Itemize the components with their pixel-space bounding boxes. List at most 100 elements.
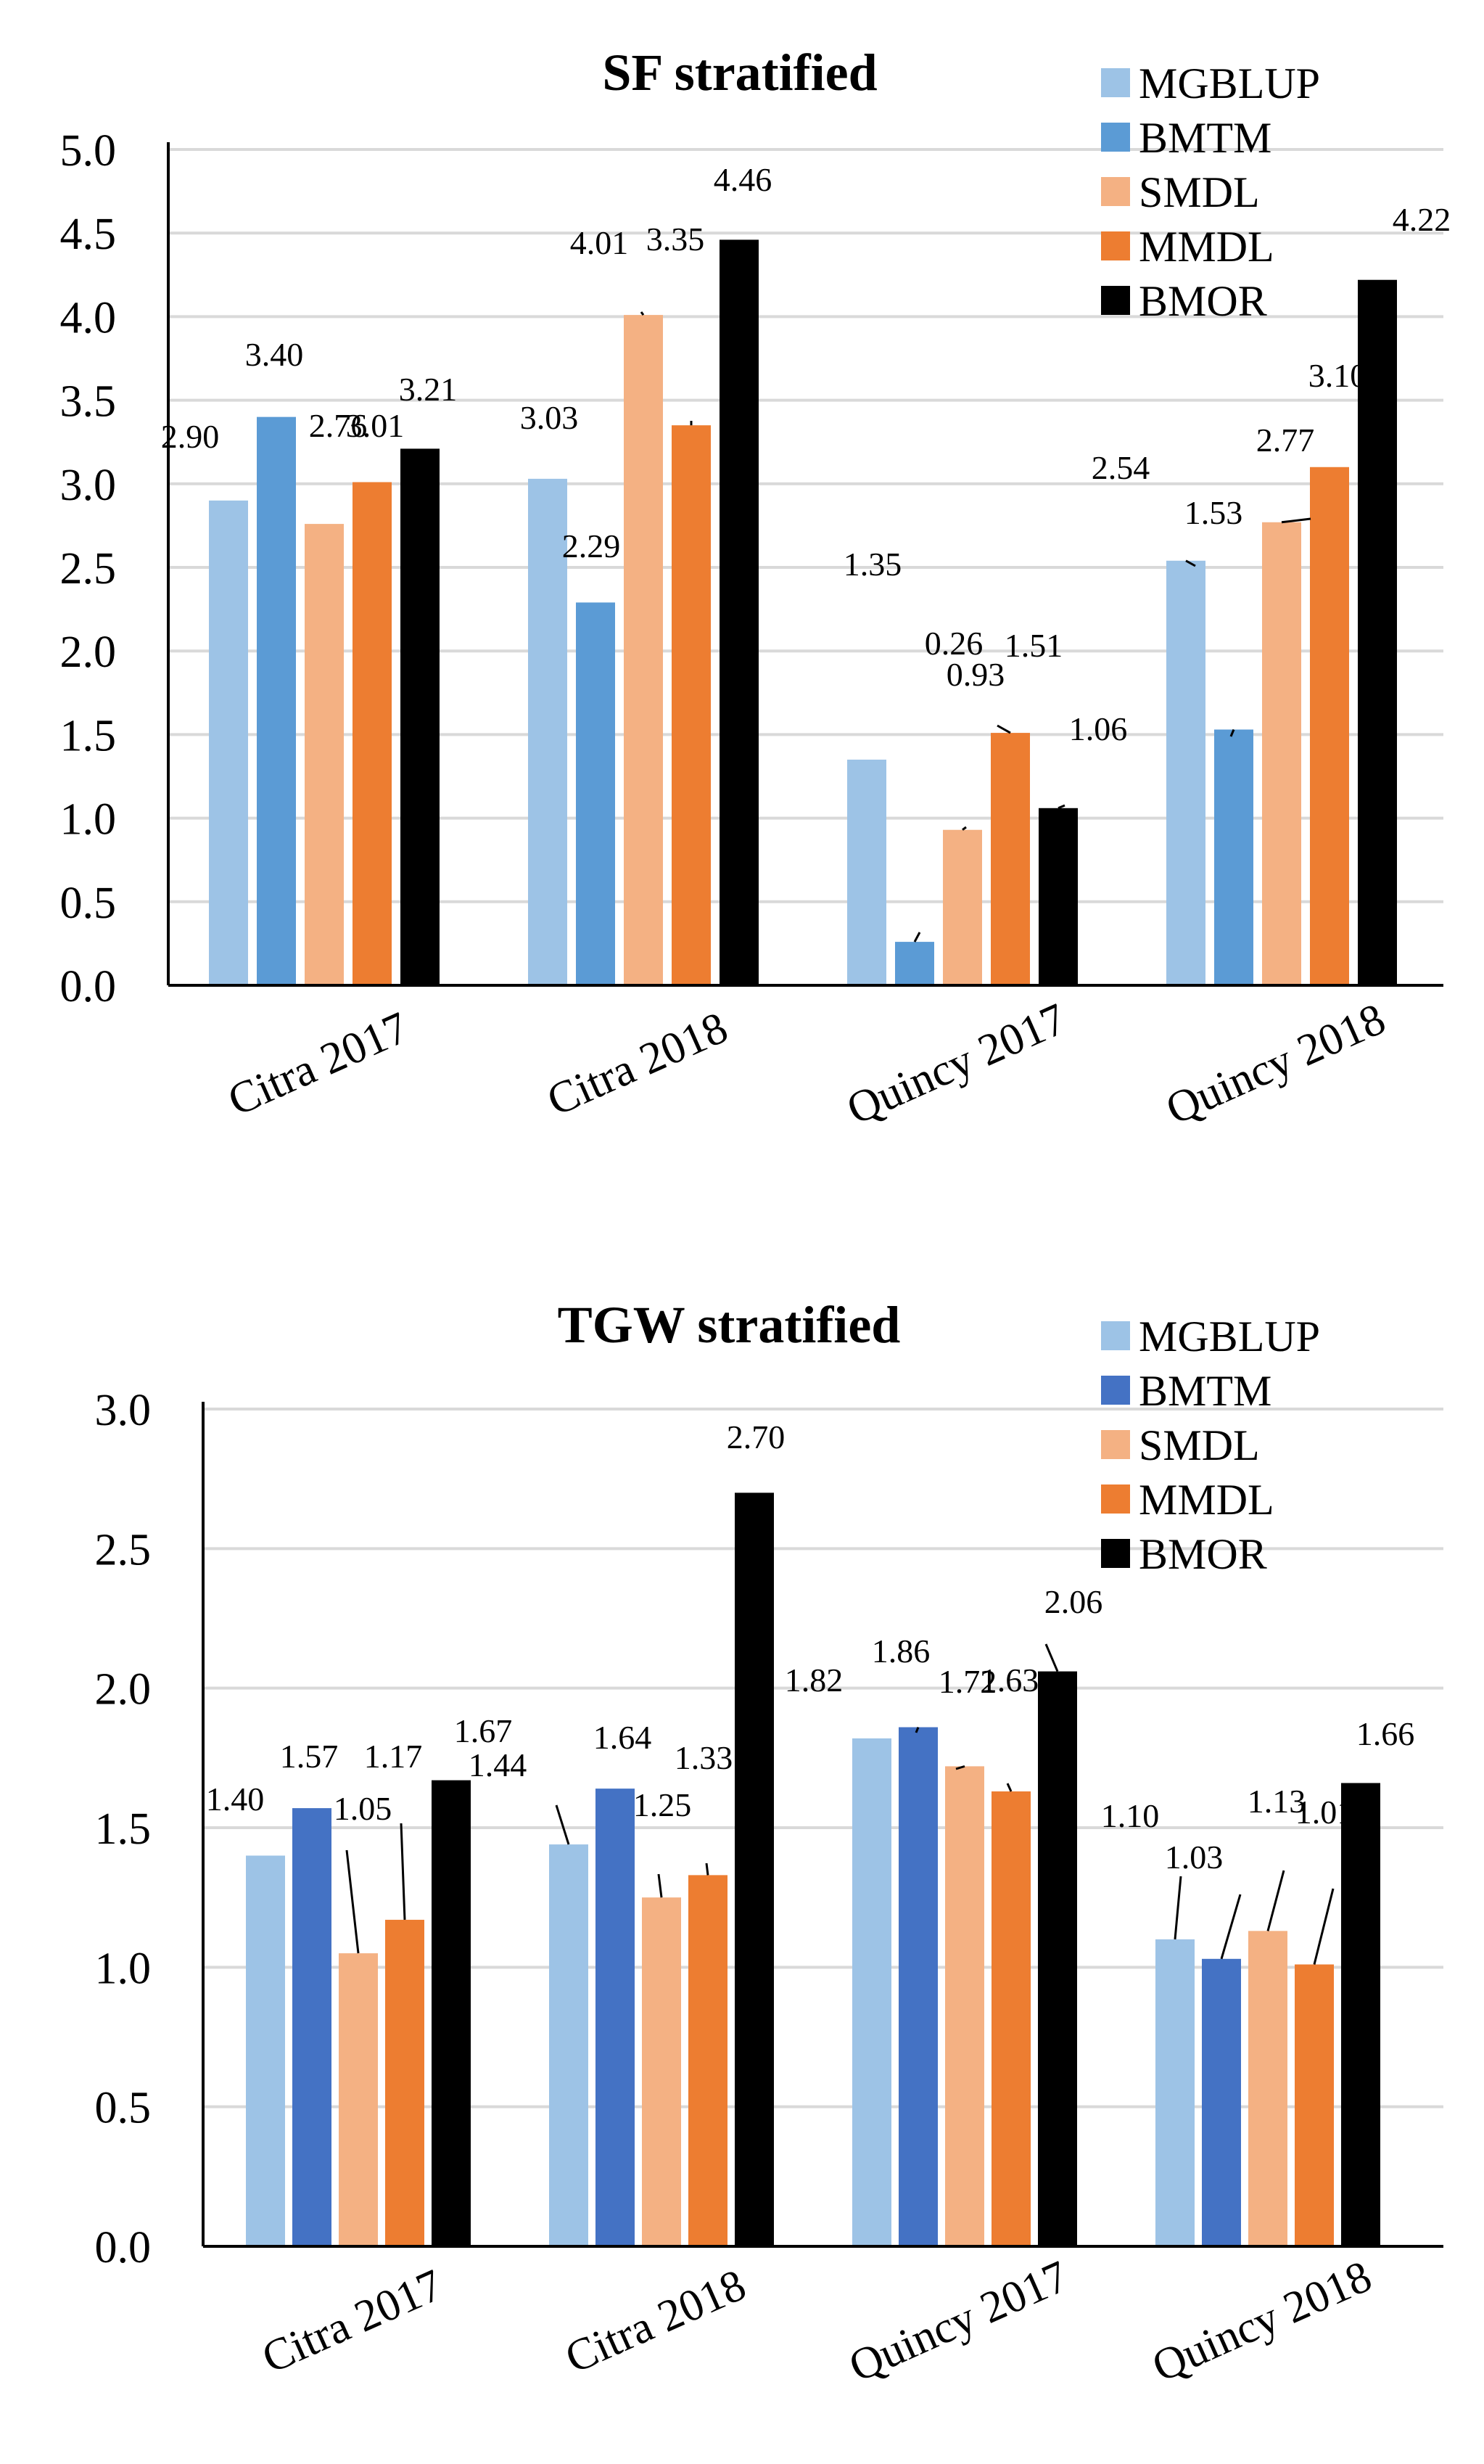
data-labels: 2.90 3.402.763.013.21 3.03 2.29 4.01 3.354.46… [161,161,1451,943]
bar-bmor-citra-2017 [400,448,440,985]
legend-label-bmor: BMOR [1139,277,1267,325]
data-label: 3.21 [399,371,458,408]
bar-smdl-citra-2017 [305,524,344,985]
leader-line [997,724,1011,734]
bar-mgblup-citra-2018 [528,478,567,985]
data-label: 1.64 [593,1719,652,1756]
y-tick-label: 0.0 [95,2223,152,2272]
data-label: 2.90 [161,418,220,455]
bar-bmtm-citra-2017 [292,1808,331,2246]
legend-label-bmtm: BMTM [1139,114,1271,162]
leader-line [1006,1783,1013,1792]
data-label: 1.66 [1356,1715,1415,1752]
bar-bmtm-quincy-2018 [1214,729,1253,985]
x-category-label: Quincy 2017 [840,994,1073,1134]
data-label: 1.05 [334,1790,392,1827]
leader-line [1174,1876,1182,1940]
data-label: 2.70 [727,1418,786,1455]
tgw-chart-svg: TGW stratified 0.0 0.5 1.0 1.5 2.0 2.5 3.0 1.40… [95,1296,1443,2391]
legend-label-smdl: SMDL [1139,168,1260,216]
bar-mmdl-citra-2018 [688,1875,727,2246]
legend-label-bmtm: BMTM [1139,1367,1271,1415]
x-category-label: Citra 2018 [540,1003,735,1125]
data-label: 2.76 [309,407,368,444]
data-label: 1.35 [844,546,902,583]
bar-smdl-citra-2017 [339,1953,378,2246]
legend-label-smdl: SMDL [1139,1421,1260,1469]
y-tick-label: 1.5 [60,711,117,760]
bar-mgblup-citra-2017 [209,500,248,985]
leader-line [345,1849,360,1954]
chart-title: TGW stratified [558,1296,901,1354]
y-tick-label: 0.0 [60,962,117,1011]
data-label: 2.06 [1044,1583,1103,1620]
bar-mgblup-citra-2018 [549,1844,588,2246]
leader-line [955,1765,965,1770]
y-tick-label: 1.0 [60,795,117,845]
data-label: 1.10 [1101,1797,1160,1834]
bar-mgblup-quincy-2017 [847,759,886,985]
data-label: 1.86 [872,1633,931,1670]
leader-line [640,311,645,316]
data-label: 0.93 [947,656,1005,693]
legend-swatch-bmor [1101,1539,1130,1568]
bar-bmor-quincy-2018 [1341,1783,1380,2246]
bar-mmdl-quincy-2018 [1310,467,1349,985]
y-tick-label: 3.0 [95,1386,152,1435]
legend-swatch-mgblup [1101,1321,1130,1350]
bar-mmdl-citra-2017 [385,1919,424,2246]
data-label: 1.53 [1184,494,1243,531]
data-label: 1.13 [1248,1783,1306,1820]
x-category-label: Citra 2017 [221,1003,416,1125]
bar-mmdl-quincy-2017 [991,733,1030,985]
bar-mmdl-quincy-2017 [992,1791,1031,2246]
y-tick-label: 2.0 [60,628,117,677]
data-label: 3.10 [1308,357,1367,394]
data-label: 1.17 [364,1738,423,1775]
sf-chart-svg: SF stratified 0.0 0.5 1.0 1.5 2.0 2.5 3.0 3.5 4.… [60,44,1451,1134]
bar-bmor-quincy-2018 [1358,279,1397,985]
leader-line [1266,1870,1285,1931]
data-label: 4.46 [714,161,772,198]
legend-swatch-bmtm [1101,123,1130,152]
bar-mgblup-quincy-2018 [1166,560,1205,985]
bar-bmtm-citra-2018 [595,1789,635,2246]
bar-smdl-quincy-2018 [1248,1931,1287,2246]
y-tick-label: 5.0 [60,126,117,176]
legend-label-mgblup: MGBLUP [1139,59,1320,107]
y-tick-label: 1.0 [95,1944,152,1993]
data-label: 1.57 [280,1738,339,1775]
data-label: 3.40 [245,336,304,373]
data-label: 2.77 [1256,422,1315,459]
bar-smdl-quincy-2018 [1262,522,1301,985]
bar-smdl-quincy-2017 [945,1766,984,2246]
bar-mmdl-citra-2017 [353,482,392,985]
legend-swatch-bmtm [1101,1376,1130,1405]
chart-title: SF stratified [602,44,877,102]
y-axis-ticks: 0.0 0.5 1.0 1.5 2.0 2.5 3.0 3.5 4.0 4.5 5.0 [60,126,117,1011]
bar-bmor-citra-2017 [432,1780,471,2246]
legend: MGBLUP BMTM SMDL MMDL BMOR [1101,1313,1320,1578]
tgw-stratified-chart: TGW stratified 0.0 0.5 1.0 1.5 2.0 2.5 3.0 1.40… [0,1232,1484,2464]
y-tick-label: 3.5 [60,377,117,427]
bar-bmtm-citra-2018 [576,602,615,985]
bar-bmor-quincy-2017 [1038,1671,1077,2246]
leader-line [1044,1643,1059,1672]
leader-line [1313,1888,1335,1965]
x-category-label: Quincy 2017 [842,2251,1076,2391]
leader-line [962,826,967,831]
x-category-label: Quincy 2018 [1159,994,1393,1134]
legend-label-mmdl: MMDL [1139,1476,1274,1524]
data-label: 1.40 [206,1781,265,1818]
legend: MGBLUP BMTM SMDL MMDL BMOR [1101,59,1320,325]
leader-line [705,1863,709,1876]
data-label: 1.06 [1069,710,1128,747]
legend-swatch-bmor [1101,286,1130,315]
y-tick-label: 1.5 [95,1804,152,1854]
leader-line [400,1823,406,1920]
data-label: 1.63 [981,1662,1039,1699]
leader-line [555,1804,570,1845]
x-category-label: Citra 2018 [558,2260,753,2383]
data-label: 3.03 [520,399,579,436]
data-label: 1.82 [785,1662,844,1699]
